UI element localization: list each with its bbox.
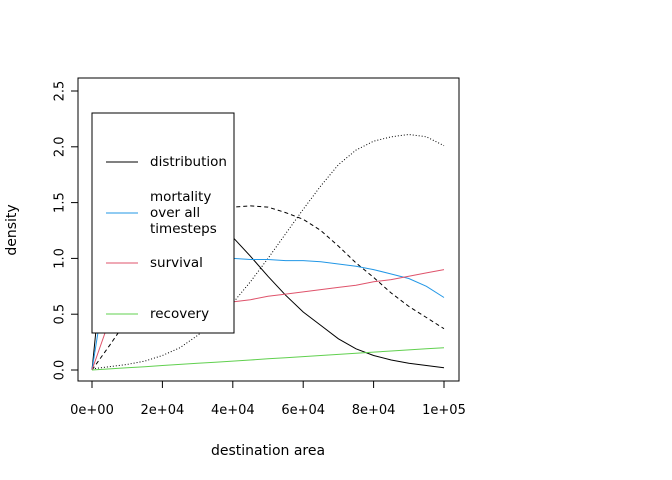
y-axis-title: density bbox=[4, 204, 20, 255]
y-tick-label: 1.0 bbox=[53, 248, 68, 269]
y-tick-label: 2.0 bbox=[53, 136, 68, 157]
series-line-recovery bbox=[91, 347, 445, 371]
legend-label: recovery bbox=[150, 306, 209, 322]
x-tick-label: 6e+04 bbox=[281, 403, 325, 418]
y-axis: 0.0 0.5 1.0 1.5 2.0 2.5 bbox=[53, 81, 79, 381]
x-tick-label: 2e+04 bbox=[141, 403, 185, 418]
legend-box bbox=[91, 112, 235, 334]
x-axis: 0e+00 2e+04 4e+04 6e+04 8e+04 1e+05 bbox=[70, 380, 466, 418]
x-tick-label: 0e+00 bbox=[70, 403, 114, 418]
legend-label: over all bbox=[150, 205, 200, 221]
y-tick-label: 2.5 bbox=[53, 81, 68, 102]
y-tick-label: 0.0 bbox=[53, 360, 68, 381]
x-tick-label: 8e+04 bbox=[352, 403, 396, 418]
legend-label: distribution bbox=[150, 154, 227, 170]
x-tick-label: 1e+05 bbox=[422, 403, 466, 418]
x-tick-label: 4e+04 bbox=[211, 403, 255, 418]
legend-label: survival bbox=[150, 255, 203, 271]
y-tick-label: 0.5 bbox=[53, 304, 68, 325]
x-axis-title: destination area bbox=[211, 443, 325, 459]
y-tick-label: 1.5 bbox=[53, 192, 68, 213]
legend-label: mortality bbox=[150, 189, 211, 205]
legend-label: timesteps bbox=[150, 221, 217, 237]
